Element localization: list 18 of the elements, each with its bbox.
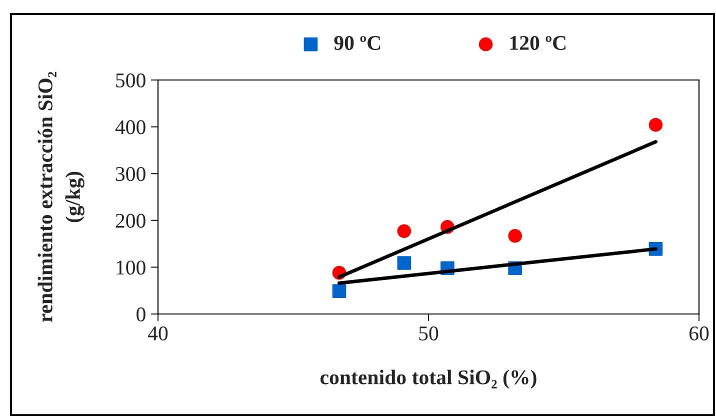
legend-label: 90 ºC bbox=[334, 36, 380, 50]
y-tick-label: 0 bbox=[136, 307, 146, 322]
y-axis-title: rendimiento extracción SiO₂ (g/kg) bbox=[38, 72, 84, 322]
y-tick-label: 200 bbox=[116, 214, 146, 228]
y-tick-label: 300 bbox=[116, 166, 146, 182]
legend-label: 120 ºC bbox=[510, 36, 566, 50]
y-tick-label: 400 bbox=[115, 120, 146, 134]
point bbox=[508, 228, 522, 243]
point bbox=[648, 118, 663, 132]
x-tick-label: 60 bbox=[689, 326, 709, 340]
point bbox=[397, 224, 412, 238]
x-tick-label: 50 bbox=[419, 326, 438, 340]
point bbox=[332, 284, 346, 298]
y-tick-label: 500 bbox=[116, 73, 146, 88]
x-tick-label: 40 bbox=[148, 326, 168, 340]
x-axis-title: contenido total SiO₂ (%) bbox=[320, 370, 536, 389]
y-tick-label: 100 bbox=[116, 260, 146, 275]
point bbox=[397, 256, 412, 270]
